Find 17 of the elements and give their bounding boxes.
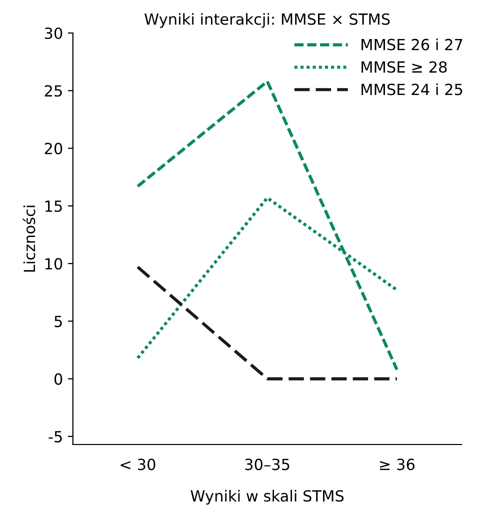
y-tick-label: 0 <box>54 373 62 385</box>
x-tick-label: ≥ 36 <box>380 458 414 470</box>
y-tick-label: 5 <box>54 316 62 328</box>
x-axis-title: Wyniki w skali STMS <box>190 490 344 505</box>
x-tick-label: 30–35 <box>245 458 290 470</box>
y-tick-label: 20 <box>44 142 62 154</box>
legend-label: MMSE ≥ 28 <box>362 61 447 73</box>
y-tick-label: 25 <box>44 85 62 97</box>
legend-label: MMSE 24 i 25 <box>362 83 462 96</box>
y-tick-label: 30 <box>44 27 62 40</box>
y-axis-title: Liczności <box>22 206 36 272</box>
y-tick-label: -5 <box>48 431 62 442</box>
legend-label: MMSE 26 i 27 <box>362 38 462 50</box>
x-tick-label: < 30 <box>120 458 156 470</box>
y-tick-label: 10 <box>45 258 62 270</box>
chart-title: Wyniki interakcji: MMSE × STMS <box>144 13 390 28</box>
y-tick-label: 15 <box>45 200 62 212</box>
